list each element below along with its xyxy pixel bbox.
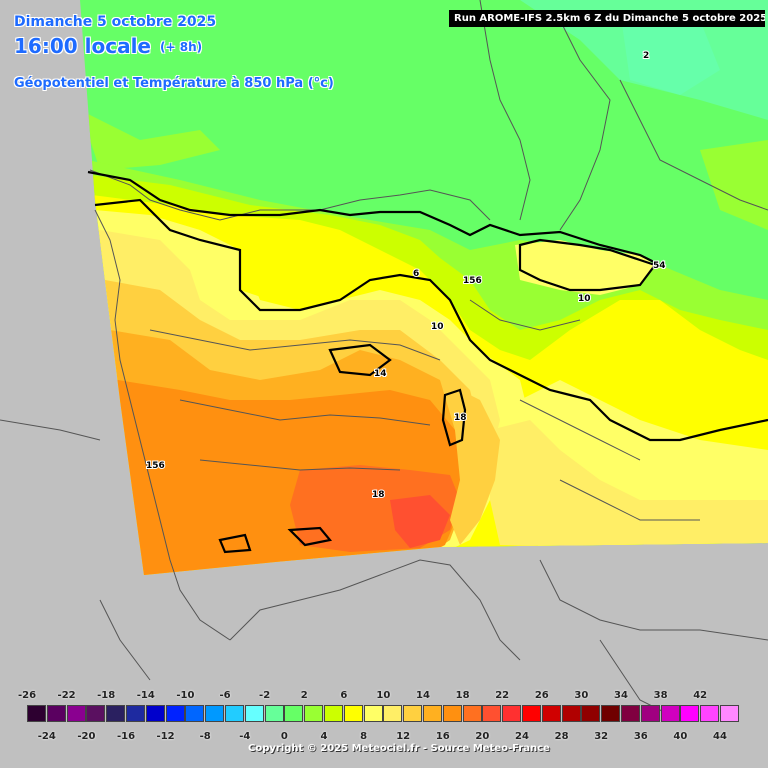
legend-swatch: [720, 705, 739, 722]
legend-swatch: [324, 705, 343, 722]
legend-swatch: [264, 705, 284, 722]
legend-swatch: [304, 705, 324, 722]
legend-tick-bottom: -4: [239, 731, 251, 742]
legend-tick-top: 10: [376, 690, 391, 701]
legend-tick-top: -18: [97, 690, 116, 701]
legend-swatch: [86, 705, 106, 722]
legend-tick-bottom: -12: [156, 731, 175, 742]
run-info-banner: Run AROME-IFS 2.5km 6 Z du Dimanche 5 oc…: [449, 10, 765, 27]
geopotential-contours: [87, 170, 768, 554]
legend-tick-bottom: 32: [594, 731, 609, 742]
legend-tick-bottom: -20: [77, 731, 96, 742]
copyright: Copyright © 2025 Meteociel.fr - Source M…: [248, 743, 550, 754]
legend-swatch: [403, 705, 423, 722]
legend-tick-top: 34: [614, 690, 628, 701]
legend-swatch: [621, 705, 640, 722]
legend-tick-top: -6: [219, 690, 231, 701]
legend-tick-bottom: 28: [554, 731, 569, 742]
contour-label: 54: [653, 261, 666, 271]
contour-label: 18: [454, 413, 467, 423]
legend-tick-bottom: 20: [475, 731, 490, 742]
forecast-offset: (+ 8h): [160, 40, 203, 54]
legend-tick-bottom: 16: [435, 731, 450, 742]
contour-label: 18: [372, 490, 385, 500]
legend-swatch: [522, 705, 541, 722]
legend-swatch: [660, 705, 680, 722]
legend-swatch: [700, 705, 720, 722]
color-legend: -26 -22 -18 -14 -10 -6 -2 2 6 10 14 18 22 26 30 34 38 42-…: [0, 688, 768, 768]
legend-tick-bottom: 40: [673, 731, 688, 742]
contour-label: 10: [431, 322, 444, 332]
legend-tick-bottom: 12: [396, 731, 411, 742]
legend-swatch: [482, 705, 502, 722]
legend-swatch: [106, 705, 126, 722]
legend-tick-bottom: 8: [360, 731, 368, 742]
legend-swatch: [640, 705, 660, 722]
legend-tick-bottom: 0: [280, 731, 288, 742]
legend-tick-top: 18: [455, 690, 470, 701]
legend-swatch: [462, 705, 482, 722]
legend-swatch: [363, 705, 383, 722]
legend-tick-top: -22: [57, 690, 76, 701]
contour-label: 6: [413, 269, 419, 279]
legend-swatch: [165, 705, 185, 722]
legend-swatch: [46, 705, 66, 722]
contour-label: 14: [374, 369, 387, 379]
forecast-date: Dimanche 5 octobre 2025: [14, 14, 217, 30]
legend-swatch: [205, 705, 225, 722]
legend-tick-top: -26: [17, 690, 37, 701]
legend-swatch: [541, 705, 561, 722]
legend-tick-top: 14: [416, 690, 430, 701]
legend-tick-bottom: -24: [37, 731, 56, 742]
legend-swatch: [145, 705, 165, 722]
legend-swatch: [601, 705, 621, 722]
borders: [0, 0, 768, 721]
legend-tick-top: -2: [259, 690, 271, 701]
legend-tick-bottom: 36: [633, 731, 648, 742]
legend-swatch: [66, 705, 86, 722]
legend-tick-top: -10: [176, 690, 195, 701]
legend-tick-top: 38: [653, 690, 668, 701]
legend-tick-top: 22: [495, 690, 510, 701]
forecast-time: 16:00 locale: [14, 34, 151, 58]
legend-tick-top: 2: [300, 690, 308, 701]
contour-labels: 2 6 156 54 10 10 14 18 156 18: [145, 50, 667, 501]
legend-swatch: [423, 705, 442, 722]
legend-swatch: [502, 705, 522, 722]
legend-tick-top: 30: [574, 690, 589, 701]
legend-tick-bottom: 4: [320, 731, 328, 742]
legend-swatch: [284, 705, 304, 722]
legend-swatch: [680, 705, 700, 722]
legend-tick-top: -14: [136, 690, 155, 701]
legend-tick-bottom: 24: [515, 731, 529, 742]
parameter-title: Géopotentiel et Température à 850 hPa (°…: [14, 76, 334, 91]
legend-swatch: [126, 705, 145, 722]
legend-swatch: [343, 705, 363, 722]
legend-swatch: [561, 705, 581, 722]
legend-tick-top: 42: [693, 690, 708, 701]
legend-tick-bottom: 44: [713, 731, 727, 742]
legend-tick-top: 6: [340, 690, 348, 701]
legend-swatch: [244, 705, 264, 722]
legend-swatch: [27, 705, 46, 722]
legend-tick-top: 26: [534, 690, 549, 701]
legend-swatch: [442, 705, 462, 722]
contour-label: 156: [463, 276, 482, 286]
legend-swatch: [383, 705, 403, 722]
legend-tick-bottom: -8: [199, 731, 211, 742]
legend-swatch: [185, 705, 205, 722]
legend-tick-bottom: -16: [116, 731, 136, 742]
legend-swatch: [225, 705, 244, 722]
contour-label: 2: [643, 51, 649, 61]
contour-label: 156: [146, 461, 165, 471]
contour-label: 10: [578, 294, 591, 304]
legend-swatch: [581, 705, 601, 722]
